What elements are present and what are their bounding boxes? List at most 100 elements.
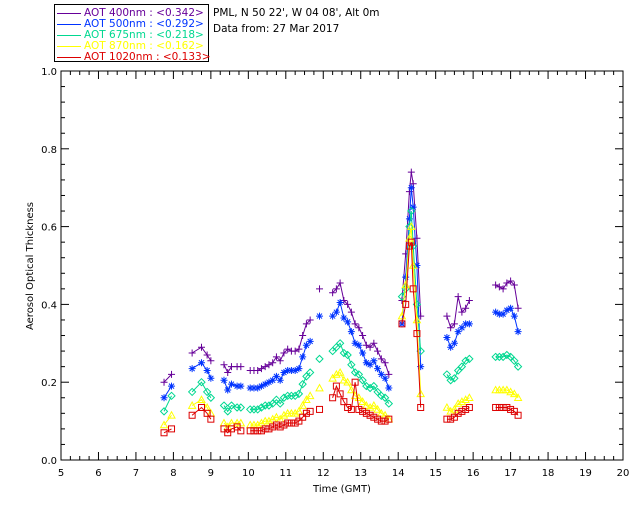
legend-label-675nm: AOT 675nm : <0.218> xyxy=(84,29,204,41)
data-point-aot-500nm xyxy=(233,382,241,390)
data-point-aot-1020nm xyxy=(233,423,241,431)
x-tick-label: 7 xyxy=(133,468,139,479)
data-point-aot-500nm xyxy=(351,339,359,347)
data-point-aot-400nm xyxy=(329,289,337,297)
data-point-aot-675nm xyxy=(253,405,262,414)
data-point-aot-400nm xyxy=(377,355,385,363)
data-point-aot-870nm xyxy=(298,401,308,409)
data-point-aot-870nm xyxy=(264,416,274,425)
data-point-aot-1020nm xyxy=(507,405,515,413)
data-point-aot-870nm xyxy=(453,399,463,407)
data-point-aot-400nm xyxy=(355,324,363,332)
data-point-aot-500nm xyxy=(269,376,277,384)
data-point-aot-500nm xyxy=(332,308,340,316)
data-point-aot-870nm xyxy=(502,385,512,394)
data-point-aot-675nm xyxy=(260,401,270,410)
data-point-aot-500nm xyxy=(362,359,370,367)
data-point-aot-1020nm xyxy=(336,390,344,398)
data-point-aot-1020nm xyxy=(316,405,324,413)
data-point-aot-500nm xyxy=(450,339,458,347)
data-point-aot-1020nm xyxy=(443,415,451,423)
data-point-aot-1020nm xyxy=(355,405,363,413)
data-point-aot-500nm xyxy=(344,318,352,326)
data-point-aot-1020nm xyxy=(224,429,232,437)
data-point-aot-1020nm xyxy=(160,429,168,437)
data-point-aot-500nm xyxy=(299,353,307,361)
data-point-aot-500nm xyxy=(220,376,228,384)
data-point-aot-400nm xyxy=(499,285,507,293)
data-point-aot-1020nm xyxy=(344,403,352,411)
series-line-aot-870nm xyxy=(401,226,422,394)
data-point-aot-400nm xyxy=(254,367,262,375)
data-point-aot-500nm xyxy=(168,382,176,390)
data-point-aot-675nm xyxy=(232,403,242,412)
x-tick-label: 14 xyxy=(392,468,405,479)
data-point-aot-675nm xyxy=(279,393,289,402)
data-point-aot-1020nm xyxy=(503,403,511,411)
data-point-aot-675nm xyxy=(187,387,197,397)
data-point-aot-500nm xyxy=(254,384,262,392)
data-point-aot-1020nm xyxy=(417,403,425,411)
data-point-aot-400nm xyxy=(413,234,421,242)
data-point-aot-1020nm xyxy=(254,427,262,435)
y-tick-label: 1.0 xyxy=(41,67,57,78)
data-point-aot-500nm xyxy=(370,357,378,365)
data-point-aot-500nm xyxy=(207,374,215,382)
data-point-aot-1020nm xyxy=(374,415,382,423)
y-tick-label: 0.8 xyxy=(41,145,57,156)
data-point-aot-400nm xyxy=(332,285,340,293)
data-point-aot-870nm xyxy=(305,391,315,400)
legend-label-400nm: AOT 400nm : <0.342> xyxy=(84,7,204,19)
data-point-aot-1020nm xyxy=(409,285,417,293)
data-point-aot-500nm xyxy=(329,312,337,320)
series-line-aot-400nm xyxy=(191,346,212,362)
data-point-aot-870nm xyxy=(272,412,281,421)
data-point-aot-400nm xyxy=(503,279,511,287)
data-point-aot-675nm xyxy=(347,360,356,369)
data-point-aot-675nm xyxy=(257,403,266,412)
data-point-aot-870nm xyxy=(442,402,452,411)
data-point-aot-870nm xyxy=(408,260,418,269)
data-point-aot-1020nm xyxy=(280,421,288,429)
data-point-aot-400nm xyxy=(336,279,344,287)
data-point-aot-400nm xyxy=(257,365,265,373)
data-point-aot-1020nm xyxy=(276,423,284,431)
data-point-aot-500nm xyxy=(503,306,511,314)
legend-item-400nm: AOT 400nm : <0.342> xyxy=(57,7,204,19)
data-point-aot-1020nm xyxy=(295,417,303,425)
data-point-aot-500nm xyxy=(355,341,363,349)
data-point-aot-1020nm xyxy=(495,403,503,411)
data-point-aot-1020nm xyxy=(306,407,314,415)
data-point-aot-500nm xyxy=(306,337,314,345)
series-aot-1020nm xyxy=(160,238,522,437)
data-point-aot-400nm xyxy=(207,357,215,365)
data-point-aot-1020nm xyxy=(465,403,473,411)
data-point-aot-500nm xyxy=(203,367,211,375)
x-tick-label: 11 xyxy=(279,468,292,479)
x-axis-title: Time (GMT) xyxy=(312,484,371,495)
data-point-aot-1020nm xyxy=(272,421,280,429)
data-point-aot-500nm xyxy=(462,320,470,328)
series-line-aot-1020nm xyxy=(495,407,519,416)
data-point-aot-870nm xyxy=(513,393,523,402)
legend-item-1020nm: AOT 1020nm : <0.133> xyxy=(57,51,211,63)
data-point-aot-1020nm xyxy=(402,300,410,308)
data-point-aot-675nm xyxy=(502,350,512,360)
series-line-aot-675nm xyxy=(191,381,212,399)
data-point-aot-1020nm xyxy=(257,427,265,435)
legend-item-500nm: AOT 500nm : <0.292> xyxy=(57,18,204,30)
data-point-aot-870nm xyxy=(315,383,324,392)
data-point-aot-870nm xyxy=(506,387,515,396)
data-point-aot-500nm xyxy=(280,368,288,376)
data-point-aot-500nm xyxy=(261,380,269,388)
site-info: PML, N 50 22', W 04 08', Alt 0m xyxy=(213,7,380,19)
data-point-aot-400nm xyxy=(366,343,374,351)
data-point-aot-675nm xyxy=(223,407,232,416)
data-point-aot-675nm xyxy=(305,368,315,377)
data-point-aot-1020nm xyxy=(405,242,413,250)
data-point-aot-1020nm xyxy=(302,409,310,417)
x-tick-label: 20 xyxy=(617,468,630,479)
data-point-aot-400nm xyxy=(374,347,382,355)
data-point-aot-870nm xyxy=(236,418,246,427)
